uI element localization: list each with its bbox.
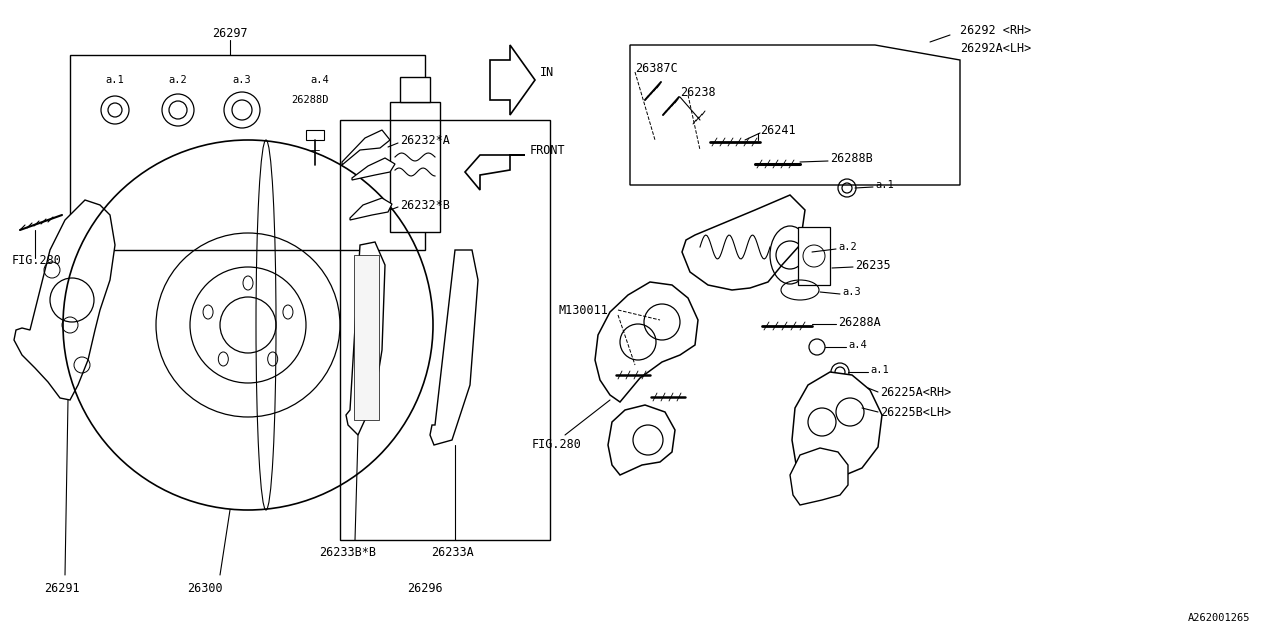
Polygon shape <box>342 130 390 165</box>
Polygon shape <box>490 45 535 115</box>
Text: M130011: M130011 <box>558 303 608 317</box>
Polygon shape <box>792 372 882 488</box>
Text: a.3: a.3 <box>233 75 251 85</box>
Text: 26235: 26235 <box>855 259 891 271</box>
Polygon shape <box>430 250 477 445</box>
Text: a.4: a.4 <box>849 340 867 350</box>
Polygon shape <box>349 198 392 220</box>
Text: a.2: a.2 <box>169 75 187 85</box>
Text: 26291: 26291 <box>45 582 79 595</box>
Polygon shape <box>682 195 805 290</box>
Text: 26288D: 26288D <box>292 95 329 105</box>
Text: 26292 <RH>: 26292 <RH> <box>960 24 1032 36</box>
Text: 26225B<LH>: 26225B<LH> <box>881 406 951 419</box>
Text: a.1: a.1 <box>870 365 888 375</box>
Text: 26297: 26297 <box>212 26 248 40</box>
Text: A262001265: A262001265 <box>1188 613 1251 623</box>
Text: 26232*B: 26232*B <box>401 198 449 211</box>
Text: a.1: a.1 <box>876 180 893 190</box>
Polygon shape <box>608 405 675 475</box>
Text: 26296: 26296 <box>407 582 443 595</box>
Text: 26241: 26241 <box>760 124 796 136</box>
Polygon shape <box>790 448 849 505</box>
Text: 26232*A: 26232*A <box>401 134 449 147</box>
Text: 26238: 26238 <box>680 86 716 99</box>
Text: 26387C: 26387C <box>635 61 677 74</box>
Text: 26288A: 26288A <box>838 316 881 328</box>
Text: FIG.280: FIG.280 <box>532 438 582 451</box>
Text: 26300: 26300 <box>187 582 223 595</box>
Polygon shape <box>346 242 385 435</box>
Text: FIG.280: FIG.280 <box>12 253 61 266</box>
Text: FRONT: FRONT <box>530 143 566 157</box>
Bar <box>70 55 425 250</box>
Bar <box>355 255 379 420</box>
Polygon shape <box>352 158 396 180</box>
Bar <box>340 120 550 540</box>
Bar <box>797 227 829 285</box>
Text: 26225A<RH>: 26225A<RH> <box>881 385 951 399</box>
Text: 26233B*B: 26233B*B <box>320 545 376 559</box>
Text: IN: IN <box>540 65 554 79</box>
Text: 26288B: 26288B <box>829 152 873 164</box>
Text: a.4: a.4 <box>311 75 329 85</box>
Polygon shape <box>595 282 698 402</box>
Text: a.2: a.2 <box>838 242 856 252</box>
Polygon shape <box>14 200 115 400</box>
Bar <box>390 102 440 232</box>
Bar <box>306 130 324 140</box>
Polygon shape <box>465 155 525 190</box>
Text: a.3: a.3 <box>842 287 860 297</box>
Text: 26292A<LH>: 26292A<LH> <box>960 42 1032 54</box>
Bar <box>401 77 430 102</box>
Text: 26233A: 26233A <box>430 545 474 559</box>
Text: a.1: a.1 <box>106 75 124 85</box>
